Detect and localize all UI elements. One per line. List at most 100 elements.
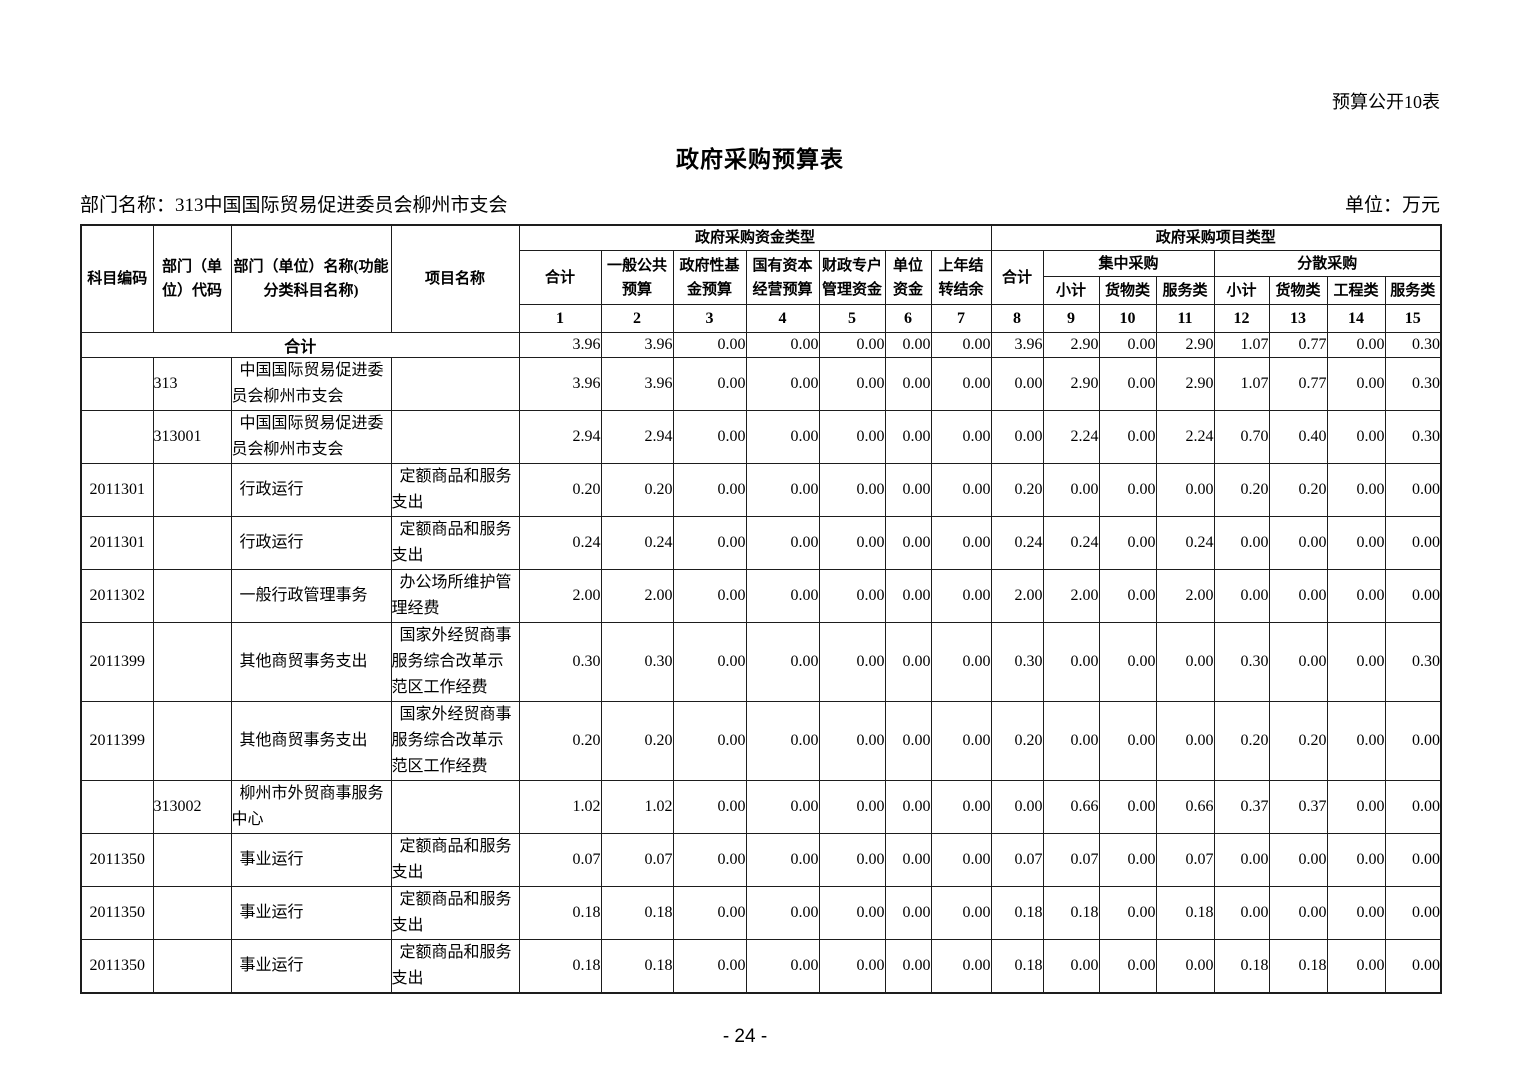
- cell-value: 0.00: [1098, 516, 1157, 570]
- cell-value: 0.00: [1155, 622, 1215, 702]
- cell-value: 0.00: [1326, 516, 1386, 570]
- cell-value: 0.00: [1268, 516, 1328, 570]
- header-row-numbers: 1 2 3 4 5 6 7 8 9 10 11 12 13 14 15: [81, 304, 1442, 333]
- cell-value: 0.00: [1384, 780, 1442, 834]
- cell-value: 0.00: [672, 939, 747, 994]
- cell-subject-code: 2011399: [80, 701, 154, 781]
- cell-value: 0.20: [990, 701, 1044, 781]
- cell-value: 0.00: [672, 886, 747, 940]
- cell-value: 0.37: [1213, 780, 1270, 834]
- cell-value: 0.00: [884, 833, 932, 887]
- cell-dept-name: 事业运行: [230, 939, 392, 994]
- table-row: 2011399 其他商贸事务支出 国家外经贸商事服务综合改革示范区工作经费 0.20 0…: [80, 701, 1442, 781]
- cell-dept-name: 其他商贸事务支出: [230, 701, 392, 781]
- header-project-total: 合计: [990, 250, 1044, 305]
- cell-value: 0.00: [1098, 833, 1157, 887]
- cell-dept-name: 行政运行: [230, 516, 392, 570]
- header-fund-fiscal-account: 财政专户管理资金: [818, 250, 886, 305]
- cell-project-name: [390, 357, 520, 411]
- cell-value: 0.00: [990, 410, 1044, 464]
- cell-value: 0.00: [884, 463, 932, 517]
- cell-value: 0.77: [1268, 357, 1328, 411]
- cell-value: 0.00: [930, 780, 992, 834]
- header-fund-carryover: 上年结转结余: [930, 250, 992, 305]
- cell-value: 0.30: [990, 622, 1044, 702]
- cell-dept-code: [152, 516, 232, 570]
- col-number: 4: [745, 304, 820, 333]
- header-fund-govfund-budget: 政府性基金预算: [672, 250, 747, 305]
- header-fund-unit-funds: 单位资金: [884, 250, 932, 305]
- cell-dept-name: 事业运行: [230, 886, 392, 940]
- col-number: 15: [1384, 304, 1442, 333]
- cell-value: 0.00: [930, 569, 992, 623]
- cell-value: 0.00: [1098, 463, 1157, 517]
- cell-dept-code: [152, 569, 232, 623]
- header-dept-code: 部门（单位）代码: [152, 224, 232, 333]
- cell-value: 0.00: [745, 332, 820, 358]
- cell-value: 2.94: [518, 410, 602, 464]
- header-row-groups: 科目编码 部门（单位）代码 部门（单位）名称(功能分类科目名称) 项目名称 政府…: [80, 224, 1442, 333]
- cell-dept-name: 中国国际贸易促进委员会柳州市支会: [230, 357, 392, 411]
- cell-subject-code: 2011350: [80, 886, 154, 940]
- table-row-total: 合计 3.96 3.96 0.00 0.00 0.00 0.00 0.00 3.96 2.90 0.…: [80, 332, 1442, 358]
- cell-dept-code: 313: [152, 357, 232, 411]
- cell-value: 2.90: [1042, 357, 1100, 411]
- cell-value: 2.24: [1155, 410, 1215, 464]
- cell-value: 0.77: [1268, 332, 1328, 358]
- header-dept-name: 部门（单位）名称(功能分类科目名称): [230, 224, 392, 333]
- cell-value: 0.07: [990, 833, 1044, 887]
- cell-project-name: 定额商品和服务支出: [390, 886, 520, 940]
- cell-value: 0.00: [1213, 516, 1270, 570]
- col-number: 2: [600, 304, 674, 333]
- cell-value: 2.00: [1042, 569, 1100, 623]
- cell-value: 0.18: [1268, 939, 1328, 994]
- cell-value: 0.00: [745, 463, 820, 517]
- cell-value: 0.00: [1155, 701, 1215, 781]
- col-number: 6: [884, 304, 932, 333]
- cell-subject-code: [80, 410, 154, 464]
- cell-dept-name: 行政运行: [230, 463, 392, 517]
- cell-value: 0.30: [1384, 622, 1442, 702]
- cell-value: 0.00: [1326, 463, 1386, 517]
- header-project-type-group: 政府采购项目类型: [990, 224, 1442, 251]
- cell-value: 0.00: [818, 886, 886, 940]
- cell-value: 0.24: [990, 516, 1044, 570]
- col-number: 1: [518, 304, 602, 333]
- header-decentralized-goods: 货物类: [1268, 276, 1328, 305]
- cell-value: 0.18: [1042, 886, 1100, 940]
- cell-value: 0.00: [884, 332, 932, 358]
- cell-value: 0.00: [818, 463, 886, 517]
- cell-value: 0.00: [672, 516, 747, 570]
- cell-value: 0.24: [518, 516, 602, 570]
- cell-value: 0.00: [930, 886, 992, 940]
- table-row: 2011350 事业运行 定额商品和服务支出 0.18 0.18 0.00 0.00 0.00…: [80, 939, 1442, 994]
- cell-value: 0.18: [518, 939, 602, 994]
- cell-value: 0.00: [1268, 622, 1328, 702]
- cell-value: 0.00: [818, 410, 886, 464]
- cell-value: 0.00: [672, 780, 747, 834]
- col-number: 11: [1155, 304, 1215, 333]
- cell-value: 0.37: [1268, 780, 1328, 834]
- cell-value: 0.00: [1213, 833, 1270, 887]
- cell-value: 0.00: [1326, 410, 1386, 464]
- cell-value: 0.00: [672, 701, 747, 781]
- cell-value: 0.00: [1384, 886, 1442, 940]
- cell-value: 0.00: [1098, 939, 1157, 994]
- cell-value: 0.20: [1213, 701, 1270, 781]
- cell-value: 0.00: [930, 357, 992, 411]
- cell-value: 0.00: [884, 780, 932, 834]
- cell-dept-code: [152, 833, 232, 887]
- cell-value: 0.00: [818, 357, 886, 411]
- cell-value: 0.00: [745, 569, 820, 623]
- cell-project-name: [390, 410, 520, 464]
- cell-value: 0.07: [600, 833, 674, 887]
- cell-subject-code: [80, 357, 154, 411]
- cell-value: 0.00: [930, 516, 992, 570]
- cell-value: 0.18: [990, 886, 1044, 940]
- cell-value: 0.24: [600, 516, 674, 570]
- cell-value: 0.30: [1384, 357, 1442, 411]
- cell-value: 0.18: [1155, 886, 1215, 940]
- cell-value: 0.30: [1384, 332, 1442, 358]
- cell-value: 0.30: [1213, 622, 1270, 702]
- cell-value: 0.30: [1384, 410, 1442, 464]
